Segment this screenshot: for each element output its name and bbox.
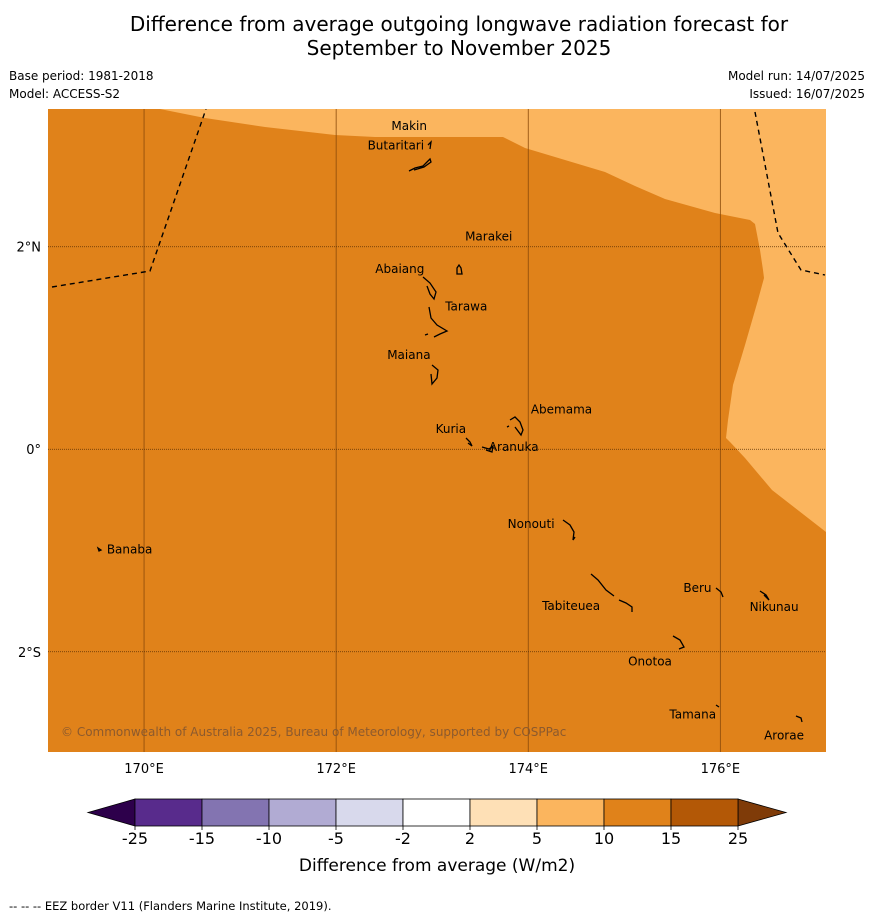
colorbar-tick-label: -2 xyxy=(395,829,411,848)
colorbar-tick-label: 5 xyxy=(532,829,542,848)
island-label-maiana: Maiana xyxy=(387,348,430,362)
island-nikunau xyxy=(759,590,770,601)
island-banaba xyxy=(96,546,103,552)
island-aranuka xyxy=(481,444,494,453)
island-label-arorae: Arorae xyxy=(764,729,804,743)
lon-tick-label: 176°E xyxy=(701,762,741,777)
colorbar-swatch xyxy=(335,798,404,827)
title-line-1: Difference from average outgoing longwav… xyxy=(129,12,789,36)
colorbar-tick-label: -25 xyxy=(122,829,148,848)
island-label-beru: Beru xyxy=(683,581,711,595)
island-label-butaritari: Butaritari xyxy=(368,138,425,152)
lat-tick-label: 2°N xyxy=(17,241,42,256)
island-butaritari xyxy=(408,157,432,172)
colorbar-tick-label: -10 xyxy=(256,829,282,848)
colorbar-swatch xyxy=(268,798,337,827)
island-nonouti xyxy=(562,519,576,541)
island-label-tabiteuea: Tabiteuea xyxy=(541,599,600,613)
colorbar-tick-label: 25 xyxy=(728,829,748,848)
meta-left: Base period: 1981-2018 Model: ACCESS-S2 xyxy=(9,67,154,103)
latitude-tick-labels: 2°N 0° 2°S xyxy=(17,241,42,661)
island-beru xyxy=(715,587,724,598)
island-label-marakei: Marakei xyxy=(465,230,512,244)
island-label-aranuka: Aranuka xyxy=(489,440,539,454)
copyright-note: © Commonwealth of Australia 2025, Bureau… xyxy=(61,725,566,739)
anomaly-field-10-15 xyxy=(48,109,826,752)
island-tamana xyxy=(715,704,720,708)
island-tabiteuea xyxy=(590,573,633,612)
chart-title: Difference from average outgoing longwav… xyxy=(0,12,873,60)
colorbar-under-extend xyxy=(86,798,136,827)
lon-tick-label: 172°E xyxy=(316,762,356,777)
issued-date: Issued: 16/07/2025 xyxy=(749,87,865,101)
colorbar-label: Difference from average (W/m2) xyxy=(299,856,575,876)
eez-border-west xyxy=(51,109,207,288)
lon-tick-label: 174°E xyxy=(508,762,548,777)
island-label-nonouti: Nonouti xyxy=(508,517,555,531)
island-label-banaba: Banaba xyxy=(107,542,153,556)
colorbar-swatch xyxy=(402,798,471,827)
island-label-nikunau: Nikunau xyxy=(750,600,799,614)
map-area: Makin Butaritari Marakei Abaiang Tarawa Maian… xyxy=(48,109,826,752)
longitude-tick-labels: 170°E 172°E 174°E 176°E xyxy=(124,762,740,777)
eez-border-east xyxy=(754,111,826,276)
island-marakei xyxy=(456,263,463,275)
island-label-makin: Makin xyxy=(391,119,427,133)
island-arorae xyxy=(795,715,803,723)
island-abemama xyxy=(506,416,524,437)
island-onotoa xyxy=(672,635,685,650)
colorbar-swatch xyxy=(134,798,203,827)
colorbar-tick-label: -5 xyxy=(328,829,344,848)
island-makin xyxy=(427,140,432,150)
island-label-tamana: Tamana xyxy=(668,707,716,721)
colorbar-swatch xyxy=(201,798,270,827)
colorbar-tick-label: 2 xyxy=(465,829,475,848)
colorbar-swatch xyxy=(469,798,538,827)
colorbar-legend: -25 -15 -10 -5 -2 2 5 10 15 25 xyxy=(86,798,788,848)
colorbar-tick-label: 10 xyxy=(594,829,614,848)
island-label-abemama: Abemama xyxy=(531,403,592,417)
colorbar-swatch xyxy=(670,798,739,827)
island-label-onotoa: Onotoa xyxy=(628,655,672,669)
anomaly-field-5-10-north xyxy=(160,109,826,532)
colorbar-over-extend xyxy=(737,798,788,827)
colorbar-swatch xyxy=(603,798,672,827)
lat-tick-label: 0° xyxy=(26,443,41,458)
lat-tick-label: 2°S xyxy=(18,646,41,661)
island-outlines xyxy=(96,140,803,723)
lon-tick-label: 170°E xyxy=(124,762,164,777)
eez-footnote: -- -- -- EEZ border V11 (Flanders Marine… xyxy=(9,899,332,913)
colorbar-tick-label: -15 xyxy=(189,829,215,848)
colorbar-swatch xyxy=(536,798,605,827)
graticule xyxy=(48,109,826,752)
island-maiana xyxy=(430,364,439,386)
island-label-abaiang: Abaiang xyxy=(375,262,424,276)
model-name: Model: ACCESS-S2 xyxy=(9,87,121,101)
island-tarawa xyxy=(424,306,449,338)
colorbar-tick-label: 15 xyxy=(661,829,681,848)
island-label-kuria: Kuria xyxy=(436,422,467,436)
island-labels: Makin Butaritari Marakei Abaiang Tarawa Maian… xyxy=(107,119,804,742)
base-period: Base period: 1981-2018 xyxy=(9,69,154,83)
island-label-tarawa: Tarawa xyxy=(444,299,487,313)
island-abaiang xyxy=(422,276,437,301)
model-run: Model run: 14/07/2025 xyxy=(727,69,865,83)
meta-right: Model run: 14/07/2025 Issued: 16/07/2025 xyxy=(728,67,865,103)
title-line-2: September to November 2025 xyxy=(306,36,612,60)
island-kuria xyxy=(465,437,473,447)
